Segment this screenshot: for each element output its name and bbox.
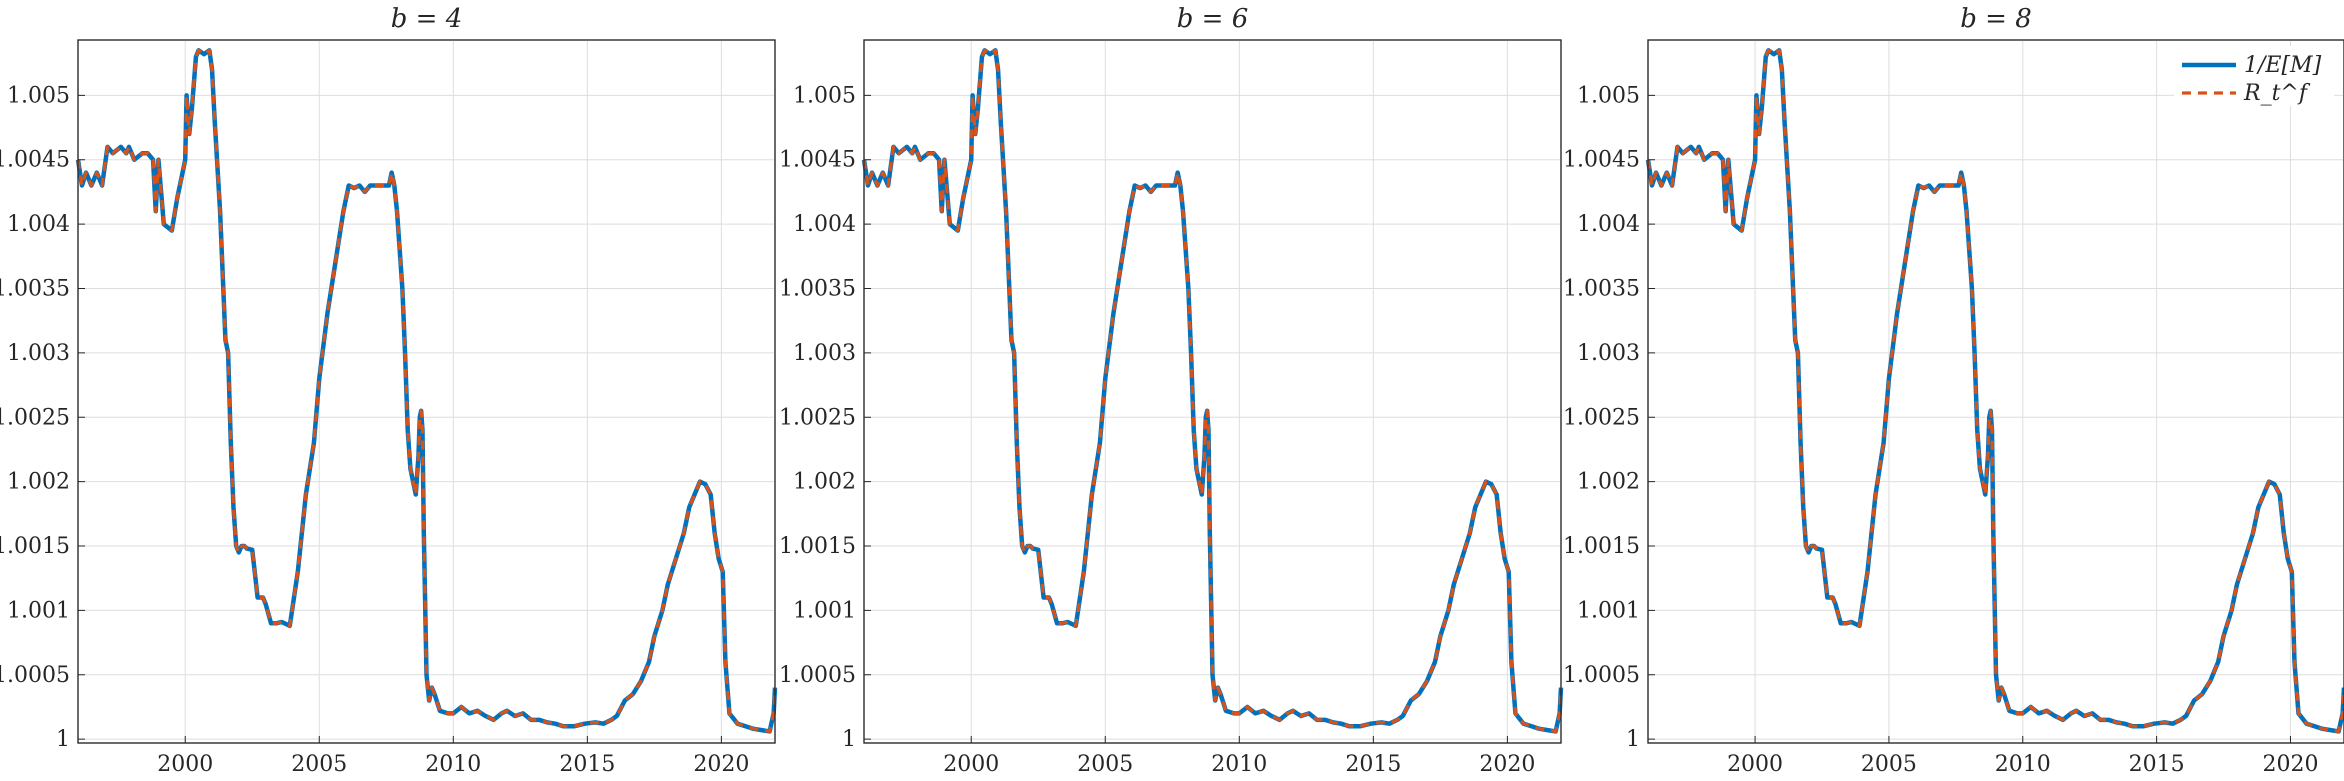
y-tick-label: 1.0005 [779, 663, 856, 688]
y-tick-label: 1.002 [7, 470, 70, 495]
x-tick-label: 2010 [1211, 752, 1267, 777]
x-tick-label: 2020 [1479, 752, 1535, 777]
y-tick-label: 1.0025 [0, 405, 70, 430]
y-tick-label: 1.0015 [1563, 534, 1640, 559]
y-tick-label: 1.002 [1577, 470, 1640, 495]
chart-panel-1: 2000 2005 2010 2015 2020 1 1.0005 1.001 1.0015 1.… [0, 4, 778, 777]
y-tick-label: 1 [56, 727, 70, 752]
x-tick-label: 2020 [2262, 752, 2318, 777]
y-tick-label: 1.0025 [1563, 405, 1640, 430]
x-tick-label: 2010 [425, 752, 481, 777]
y-tick-label: 1.001 [7, 598, 70, 623]
y-tick-label: 1.005 [1577, 83, 1640, 108]
x-tick-label: 2010 [1995, 752, 2051, 777]
y-tick-label: 1.005 [7, 83, 70, 108]
y-tick-label: 1.0025 [779, 405, 856, 430]
series-risk-free-rate-line [862, 48, 1563, 734]
x-tick-label: 2000 [1727, 752, 1783, 777]
axes-frame [1647, 39, 2344, 744]
legend-label-risk-free-rate: R_t^f [2243, 81, 2311, 106]
x-tick-label: 2000 [943, 752, 999, 777]
axes-frame [77, 39, 776, 744]
x-tick-label: 2000 [157, 752, 213, 777]
legend-label-inv-expected-m: 1/E[M] [2244, 53, 2322, 78]
chart-panel-3: 2000 2005 2010 2015 2020 1 1.0005 1.001 1.0015 1.… [1563, 4, 2344, 777]
y-tick-label: 1.0005 [0, 663, 70, 688]
y-tick-label: 1.003 [1577, 341, 1640, 366]
y-tick-label: 1.003 [7, 341, 70, 366]
legend: 1/E[M] R_t^f [2174, 46, 2334, 106]
chart-panel-2: 2000 2005 2010 2015 2020 1 1.0005 1.001 1.0015 1.… [779, 4, 1564, 777]
legend-box [2174, 46, 2334, 106]
x-tick-label: 2015 [1345, 752, 1401, 777]
y-tick-label: 1 [1626, 727, 1640, 752]
panel-title: b = 8 [1960, 4, 2032, 34]
y-tick-label: 1.002 [793, 470, 856, 495]
y-tick-label: 1.0015 [0, 534, 70, 559]
x-tick-label: 2005 [1861, 752, 1917, 777]
series-risk-free-rate-line [76, 48, 777, 734]
x-tick-label: 2005 [291, 752, 347, 777]
y-tick-label: 1.0035 [779, 276, 856, 301]
y-tick-label: 1.004 [793, 212, 856, 237]
x-tick-label: 2005 [1077, 752, 1133, 777]
y-tick-label: 1.0045 [0, 148, 70, 173]
y-tick-label: 1.003 [793, 341, 856, 366]
panel-title: b = 6 [1177, 4, 1249, 34]
x-tick-label: 2015 [2129, 752, 2185, 777]
y-tick-label: 1.0005 [1563, 663, 1640, 688]
axes-frame [863, 39, 1562, 744]
x-tick-label: 2020 [693, 752, 749, 777]
y-tick-label: 1.0015 [779, 534, 856, 559]
y-tick-label: 1.005 [793, 83, 856, 108]
y-tick-label: 1.001 [1577, 598, 1640, 623]
y-tick-label: 1.0035 [1563, 276, 1640, 301]
series-risk-free-rate-line [1646, 48, 2344, 734]
y-tick-label: 1.001 [793, 598, 856, 623]
y-tick-label: 1.004 [1577, 212, 1640, 237]
y-tick-label: 1.004 [7, 212, 70, 237]
y-tick-label: 1.0045 [779, 148, 856, 173]
y-tick-label: 1.0045 [1563, 148, 1640, 173]
y-tick-label: 1 [842, 727, 856, 752]
y-tick-label: 1.0035 [0, 276, 70, 301]
panel-title: b = 4 [391, 4, 463, 34]
x-tick-label: 2015 [559, 752, 615, 777]
